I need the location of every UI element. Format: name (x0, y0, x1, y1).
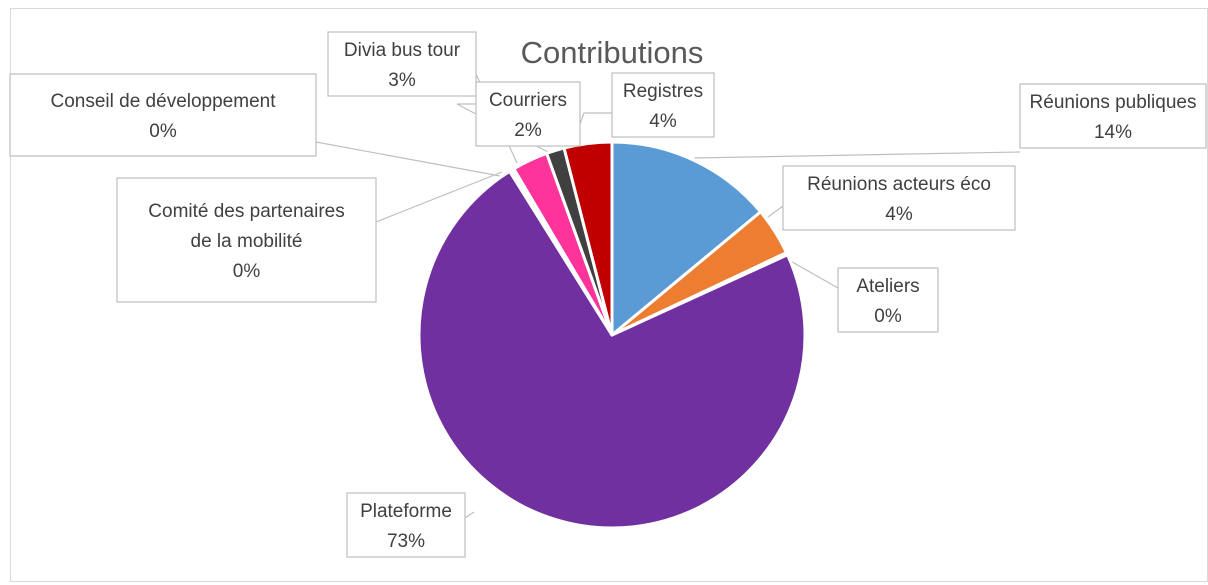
data-label-category: Plateforme (360, 501, 452, 522)
chart-title: Contributions (521, 35, 704, 70)
leader-line-conseil-de-developpement (315, 141, 501, 177)
data-label-plateforme: Plateforme 73% (346, 492, 466, 558)
data-label-registres: Registres 4% (611, 72, 715, 138)
data-label-category: Réunions acteurs éco (807, 174, 991, 195)
label-box (9, 73, 317, 157)
label-box (346, 492, 466, 558)
data-label-category: de la mobilité (191, 231, 303, 252)
data-label-category: Ateliers (856, 276, 919, 297)
data-label-percent: 0% (233, 261, 261, 282)
label-box (611, 72, 715, 138)
leader-line-reunions-acteurs-eco (767, 205, 784, 218)
data-label-conseil-de-developpement: Conseil de développement 0% (9, 73, 317, 157)
data-label-percent: 73% (387, 531, 425, 552)
data-label-ateliers: Ateliers 0% (837, 267, 939, 333)
data-label-percent: 4% (649, 111, 677, 132)
data-label-percent: 2% (514, 120, 542, 141)
data-label-percent: 0% (149, 121, 177, 142)
data-label-category: Divia bus tour (344, 40, 461, 61)
data-label-percent: 4% (885, 204, 913, 225)
pie-slice-plateforme (417, 169, 807, 530)
data-label-percent: 14% (1094, 122, 1132, 143)
data-label-reunions-acteurs-eco: Réunions acteurs éco 4% (782, 165, 1016, 231)
label-box (1019, 83, 1207, 149)
data-label-category: Courriers (489, 90, 567, 111)
data-label-category: Réunions publiques (1030, 92, 1197, 113)
leader-line-plateforme (464, 511, 475, 519)
data-label-comite-des-partenaires-de-la-mobilite: Comité des partenaires de la mobilité 0% (116, 177, 377, 303)
label-box (837, 267, 939, 333)
leader-line-reunions-publiques (693, 151, 1021, 159)
data-label-courriers: Courriers 2% (475, 81, 581, 147)
label-box (475, 81, 581, 147)
pie-slices (417, 140, 807, 530)
data-label-category: Comité des partenaires (148, 201, 344, 222)
label-box (327, 31, 477, 97)
pie-slice-registres (562, 140, 614, 337)
data-label-category: Conseil de développement (51, 91, 277, 112)
data-label-reunions-publiques: Réunions publiques 14% (1019, 83, 1207, 149)
leader-line-comite-des-partenaires-de-la-mobilite (375, 171, 503, 223)
data-labels: Réunions publiques 14% Réunions acteurs éc… (9, 31, 1207, 558)
label-box (782, 165, 1016, 231)
label-box (116, 177, 377, 303)
data-label-percent: 3% (388, 70, 416, 91)
data-label-divia-bus-tour: Divia bus tour 3% (327, 31, 477, 97)
data-label-category: Registres (623, 81, 703, 102)
data-label-percent: 0% (874, 306, 902, 327)
pie-slice-reunions-publiques (610, 140, 763, 337)
